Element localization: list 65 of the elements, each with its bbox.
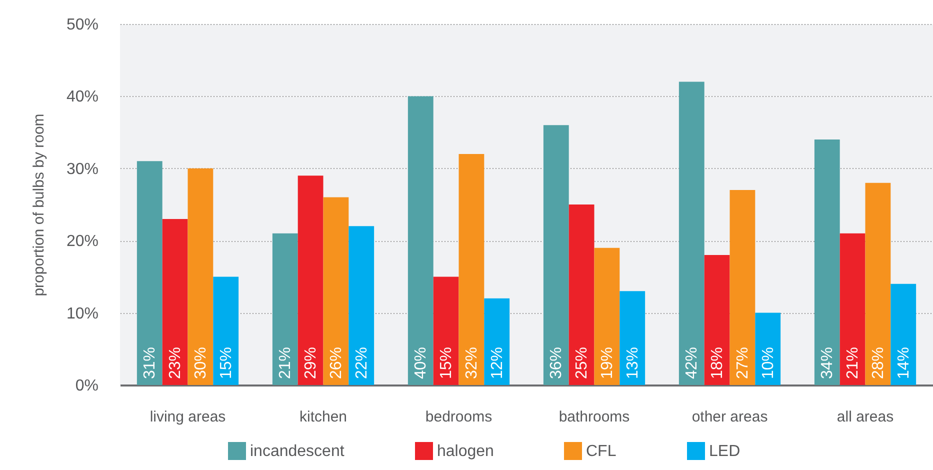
y-tick-label: 40% (66, 88, 98, 106)
data-label: 34% (819, 346, 836, 379)
data-label: 15% (438, 346, 456, 379)
x-tick-label: kitchen (299, 408, 348, 426)
bar (568, 204, 594, 385)
y-tick-label: 50% (66, 16, 98, 34)
data-label: 21% (277, 346, 294, 379)
data-label: 42% (684, 346, 701, 379)
data-label: 15% (218, 346, 235, 379)
y-tick-label: 20% (66, 233, 98, 250)
data-label: 14% (895, 346, 912, 379)
data-label: 28% (870, 346, 887, 379)
x-tick-label: other areas (692, 408, 768, 426)
bar (678, 82, 704, 385)
data-label: 12% (488, 346, 506, 379)
bar (730, 190, 756, 385)
bar (348, 226, 374, 385)
bar (543, 125, 569, 385)
bar (890, 284, 916, 385)
bar (323, 197, 349, 385)
x-tick-label: all areas (836, 408, 894, 426)
legend-label: halogen (437, 443, 494, 460)
x-tick-label: bathrooms (558, 408, 630, 426)
bar (840, 233, 866, 385)
x-tick-label: bedrooms (425, 408, 492, 426)
bar (408, 96, 434, 385)
bar (272, 233, 298, 385)
data-label: 30% (192, 346, 210, 379)
bar (433, 276, 459, 385)
y-tick-label: 10% (66, 305, 98, 322)
data-label: 31% (142, 346, 159, 379)
bar (298, 176, 324, 385)
data-label: 19% (598, 346, 616, 379)
legend-label: incandescent (250, 443, 345, 460)
y-tick-label: 30% (66, 160, 98, 178)
legend-label: LED (709, 443, 740, 460)
data-label: 27% (734, 346, 752, 379)
data-label: 32% (463, 346, 480, 379)
bar (484, 298, 510, 385)
data-label: 23% (167, 346, 184, 379)
bar (814, 140, 840, 385)
data-label: 40% (412, 346, 430, 379)
y-tick-label: 0% (75, 378, 98, 394)
y-axis-title: proportion of bulbs by room (30, 114, 48, 296)
x-tick-label: living areas (150, 408, 226, 426)
bar (188, 168, 214, 385)
data-label: 21% (844, 346, 862, 379)
data-label: 26% (328, 346, 345, 379)
data-label: 29% (302, 346, 320, 379)
bar (594, 248, 620, 385)
bar (213, 276, 239, 385)
bar (620, 291, 646, 385)
bar (162, 218, 188, 385)
data-label: 18% (709, 346, 726, 379)
bar (865, 182, 891, 385)
data-label: 22% (353, 346, 370, 379)
data-label: 36% (548, 346, 566, 379)
data-label: 10% (760, 346, 777, 379)
bar (458, 154, 484, 385)
bar (704, 255, 730, 385)
data-label: 13% (624, 346, 642, 379)
bar (136, 161, 162, 385)
bar (755, 312, 781, 385)
data-label: 25% (574, 346, 591, 379)
legend-label: CFL (586, 443, 616, 460)
